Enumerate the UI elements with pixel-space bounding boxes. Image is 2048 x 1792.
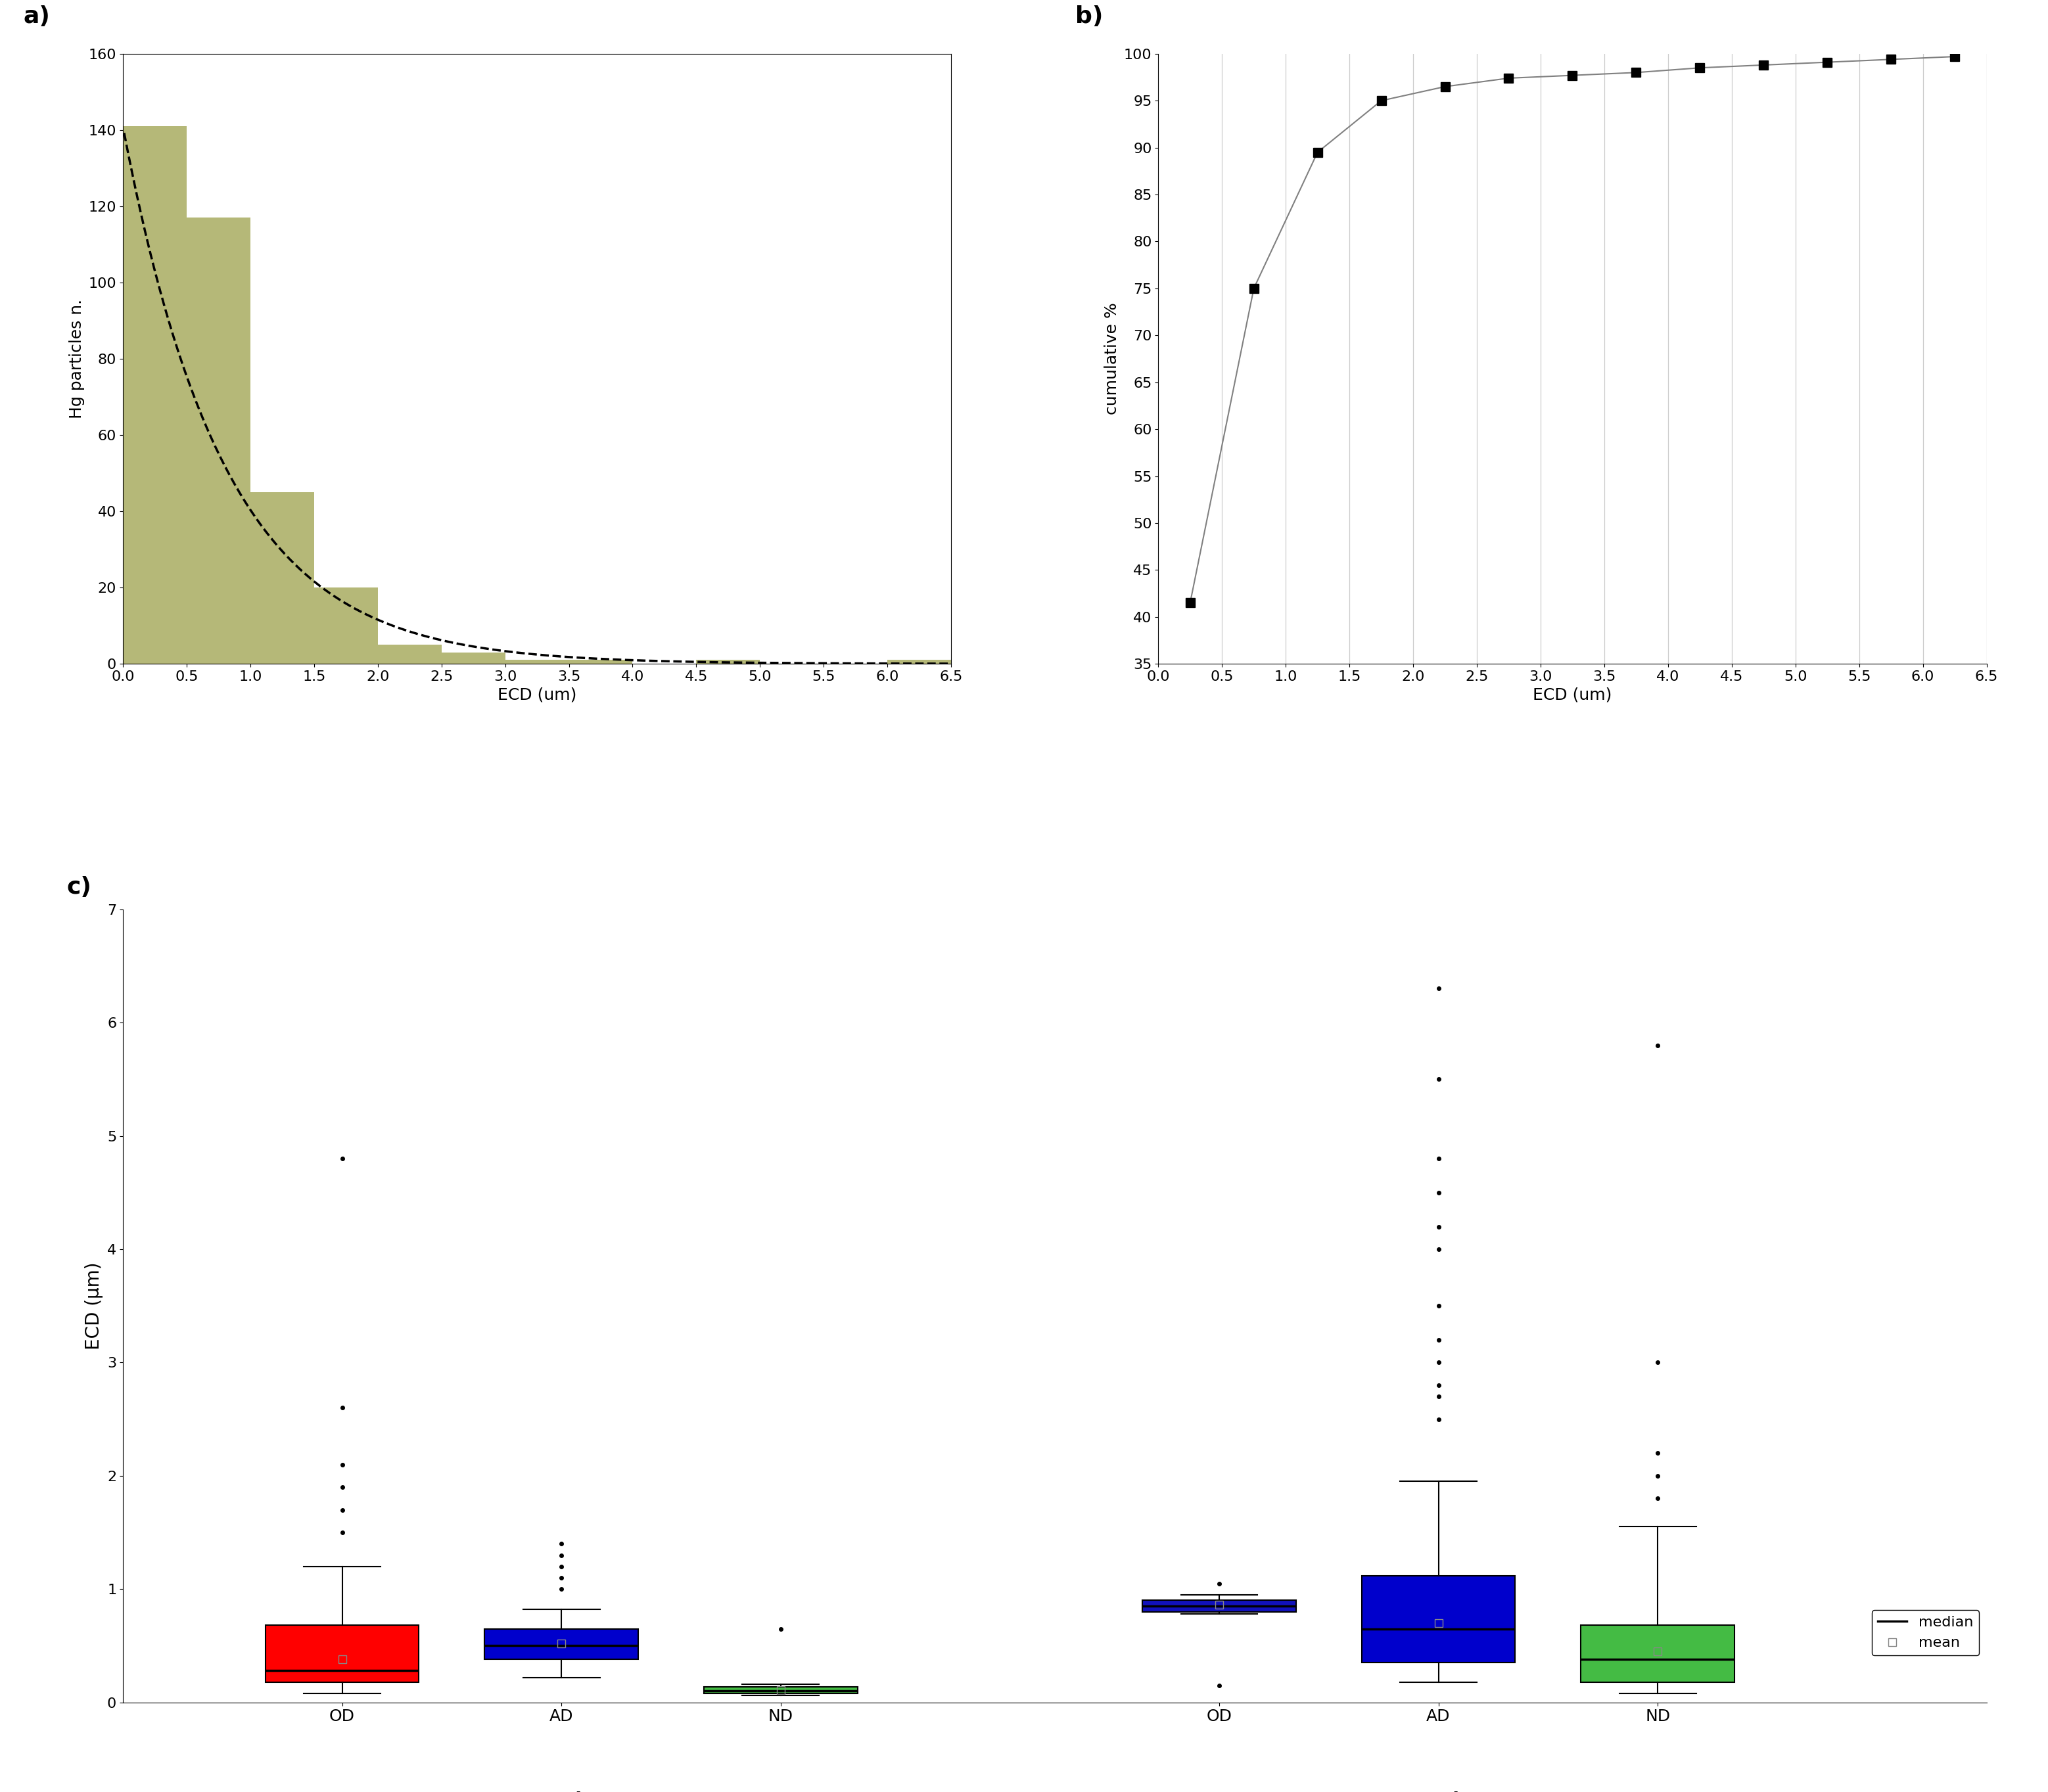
Bar [123, 125, 186, 663]
Bar [442, 652, 506, 663]
Y-axis label: Hg particles n.: Hg particles n. [70, 299, 84, 419]
Text: a): a) [23, 5, 51, 29]
Bar [887, 659, 950, 663]
X-axis label: ECD (um): ECD (um) [498, 686, 578, 702]
Y-axis label: cumulative %: cumulative % [1104, 303, 1120, 416]
Bar [313, 588, 377, 663]
Text: b): b) [1075, 5, 1104, 29]
Text: c): c) [68, 876, 92, 898]
Bar [506, 659, 569, 663]
PathPatch shape [266, 1625, 420, 1683]
Y-axis label: ECD (μm): ECD (μm) [86, 1262, 104, 1349]
PathPatch shape [1581, 1625, 1735, 1683]
PathPatch shape [485, 1629, 639, 1659]
PathPatch shape [1362, 1575, 1516, 1663]
Legend: median, mean: median, mean [1872, 1611, 1978, 1656]
Bar [377, 645, 442, 663]
Bar [186, 217, 250, 663]
Bar [696, 659, 760, 663]
Bar [250, 493, 313, 663]
PathPatch shape [1143, 1600, 1296, 1611]
PathPatch shape [705, 1686, 858, 1693]
X-axis label: ECD (um): ECD (um) [1532, 686, 1612, 702]
Bar [569, 659, 633, 663]
